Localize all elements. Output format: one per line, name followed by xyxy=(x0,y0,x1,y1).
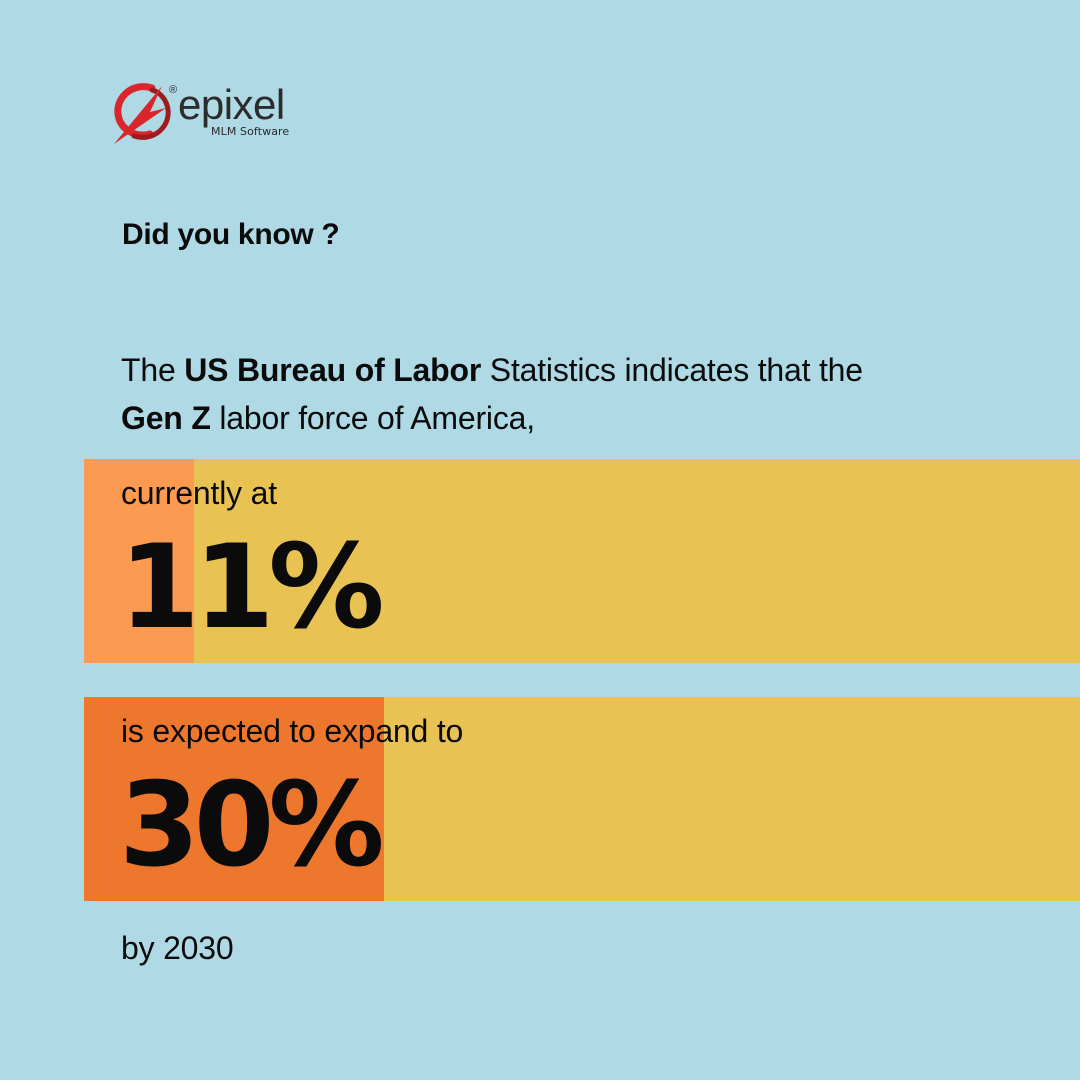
stat-label-current: currently at xyxy=(121,475,277,511)
intro-part-2: Statistics indicates that the xyxy=(481,352,863,388)
brand-name: epixel xyxy=(178,81,285,128)
heading: Did you know ? xyxy=(122,218,340,251)
registered-mark: ® xyxy=(169,84,178,96)
stat-value-projected: 30% xyxy=(119,758,385,893)
intro-bold-genz: Gen Z xyxy=(121,400,211,436)
stat-label-projected: is expected to expand to xyxy=(121,713,464,749)
stat-fill-projected xyxy=(84,697,384,901)
intro-part-1: The xyxy=(121,352,185,388)
epixel-logo-icon xyxy=(114,83,171,144)
stat-bar-current: currently at 11% xyxy=(84,459,1080,663)
brand-logo: ® epixel MLM Software xyxy=(112,78,312,148)
intro-text: The US Bureau of Labor Statistics indica… xyxy=(121,346,881,442)
footer-text: by 2030 xyxy=(121,930,234,966)
intro-bold-bureau: US Bureau of Labor xyxy=(184,352,482,388)
brand-tagline: MLM Software xyxy=(211,125,290,138)
stat-value-current: 11% xyxy=(119,520,385,655)
stat-bar-projected: is expected to expand to 30% xyxy=(84,697,1080,901)
stat-fill-current xyxy=(84,459,194,663)
intro-part-3: labor force of America, xyxy=(210,400,535,436)
